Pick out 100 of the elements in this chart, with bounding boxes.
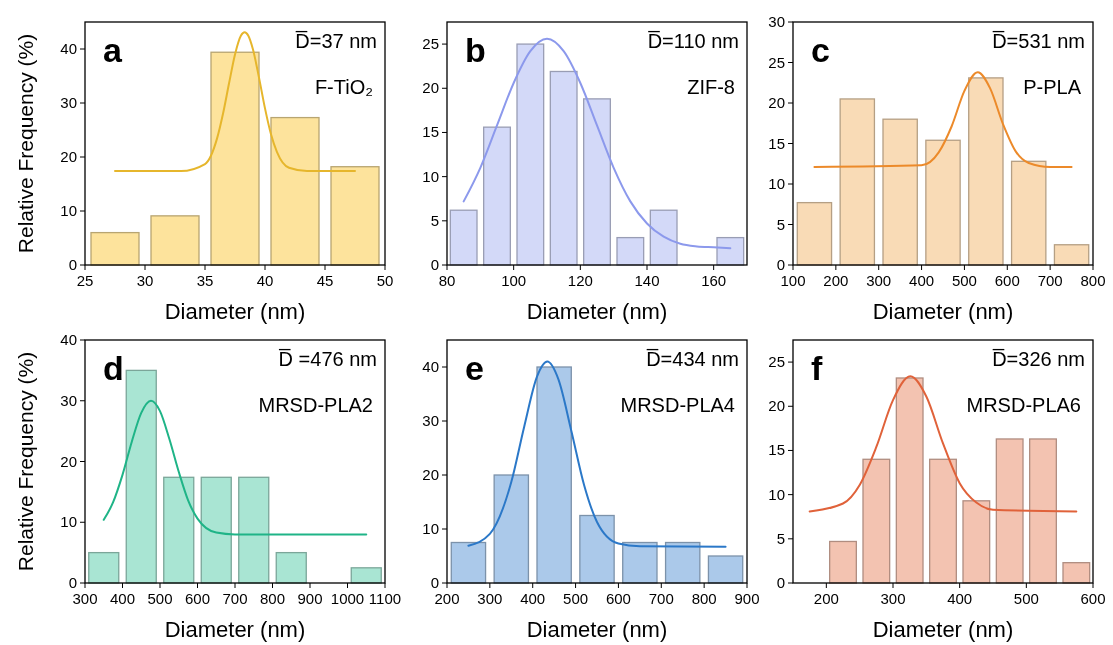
y-tick-label: 5 xyxy=(430,211,439,229)
x-tick-label: 700 xyxy=(222,590,248,607)
x-tick-label: 800 xyxy=(259,590,286,607)
x-tick-label: 45 xyxy=(316,272,334,289)
y-tick-label: 30 xyxy=(60,94,77,111)
x-tick-label: 800 xyxy=(1080,272,1106,289)
x-tick-label: 140 xyxy=(634,272,660,289)
bar xyxy=(1029,438,1057,584)
y-tick-label: 30 xyxy=(768,13,785,30)
y-tick-label: 20 xyxy=(422,79,439,97)
x-axis-title: Diameter (nm) xyxy=(526,617,668,642)
x-tick-label: 700 xyxy=(648,590,674,607)
x-tick-label: 80 xyxy=(438,272,456,289)
y-tick-label: 40 xyxy=(60,331,77,348)
annotation: f xyxy=(811,349,823,387)
y-tick-label: 30 xyxy=(60,391,77,409)
x-tick-label: 900 xyxy=(734,590,760,607)
y-tick-label: 10 xyxy=(768,485,785,503)
y-tick-label: 15 xyxy=(422,123,439,141)
x-tick-label: 600 xyxy=(605,590,631,607)
annotation: MRSD-PLA2 xyxy=(258,394,373,416)
bar xyxy=(664,541,701,584)
x-axis-title: Diameter (nm) xyxy=(526,299,668,324)
y-tick-label: 20 xyxy=(768,94,785,111)
bar xyxy=(995,438,1024,584)
x-tick-label: 200 xyxy=(434,590,460,607)
bar xyxy=(483,126,511,266)
y-axis-title: Relative Frequency (%) xyxy=(14,351,37,572)
bar xyxy=(716,236,745,266)
x-axis-title: Diameter (nm) xyxy=(164,617,306,642)
y-tick-label: 25 xyxy=(768,53,785,71)
bar xyxy=(125,369,157,584)
bar xyxy=(449,209,478,266)
annotation: D̅=110 nm xyxy=(647,30,739,52)
annotation: D̅=531 nm xyxy=(992,30,1085,52)
x-tick-label: 160 xyxy=(701,272,727,289)
x-tick-label: 300 xyxy=(477,590,503,607)
bar xyxy=(968,77,1004,266)
x-tick-label: 1000 xyxy=(330,590,365,607)
annotation: e xyxy=(465,349,484,387)
y-tick-label: 15 xyxy=(768,134,785,152)
bar xyxy=(238,476,270,584)
annotation: P-PLA xyxy=(1023,76,1082,98)
y-tick-label: 20 xyxy=(768,397,785,415)
x-tick-label: 400 xyxy=(947,590,973,607)
annotation: MRSD-PLA6 xyxy=(966,394,1081,416)
x-tick-label: 100 xyxy=(780,272,806,289)
y-tick-label: 0 xyxy=(430,256,439,273)
bar xyxy=(882,118,918,266)
annotation: MRSD-PLA4 xyxy=(620,394,735,416)
bar xyxy=(862,458,891,584)
x-tick-label: 400 xyxy=(909,272,935,289)
bar xyxy=(516,43,545,266)
y-tick-label: 5 xyxy=(776,215,785,233)
bar xyxy=(1010,160,1047,266)
bar xyxy=(200,476,232,584)
annotation: d xyxy=(103,349,124,387)
bar xyxy=(579,514,615,584)
bar xyxy=(616,236,645,266)
bar xyxy=(583,98,611,266)
bar xyxy=(839,98,876,266)
bar xyxy=(622,541,658,584)
bar xyxy=(163,476,195,584)
annotation: D̅ =476 nm xyxy=(278,348,377,370)
x-tick-label: 50 xyxy=(376,272,394,289)
x-tick-label: 900 xyxy=(297,590,323,607)
bar xyxy=(1053,244,1090,266)
bar xyxy=(925,139,961,266)
y-tick-label: 10 xyxy=(60,513,77,531)
x-tick-label: 40 xyxy=(256,272,274,289)
x-tick-label: 100 xyxy=(501,272,527,289)
x-tick-label: 500 xyxy=(563,590,589,607)
y-tick-label: 0 xyxy=(430,574,439,591)
annotation: D̅=434 nm xyxy=(646,348,739,370)
bar xyxy=(536,366,572,584)
y-tick-label: 15 xyxy=(768,441,785,459)
y-tick-label: 10 xyxy=(60,202,77,219)
y-axis-title: Relative Frequency (%) xyxy=(14,33,37,254)
x-tick-label: 500 xyxy=(951,272,977,289)
bar xyxy=(330,166,380,266)
x-tick-label: 200 xyxy=(813,590,839,607)
x-tick-label: 300 xyxy=(72,590,98,607)
y-tick-label: 30 xyxy=(422,412,439,429)
x-tick-label: 400 xyxy=(109,590,136,607)
bar xyxy=(962,500,991,584)
x-tick-label: 600 xyxy=(184,590,211,607)
annotation: ZIF-8 xyxy=(687,76,735,98)
x-tick-label: 35 xyxy=(196,272,214,289)
bar xyxy=(829,540,857,584)
x-tick-label: 500 xyxy=(1013,590,1039,607)
bar xyxy=(450,541,487,584)
y-tick-label: 25 xyxy=(422,35,439,53)
bar xyxy=(929,458,957,584)
bar xyxy=(649,209,678,266)
x-tick-label: 800 xyxy=(691,590,717,607)
y-tick-label: 20 xyxy=(60,452,77,470)
x-tick-label: 300 xyxy=(880,590,906,607)
bar xyxy=(1062,562,1091,584)
x-axis-title: Diameter (nm) xyxy=(872,617,1014,642)
bar xyxy=(88,551,120,584)
